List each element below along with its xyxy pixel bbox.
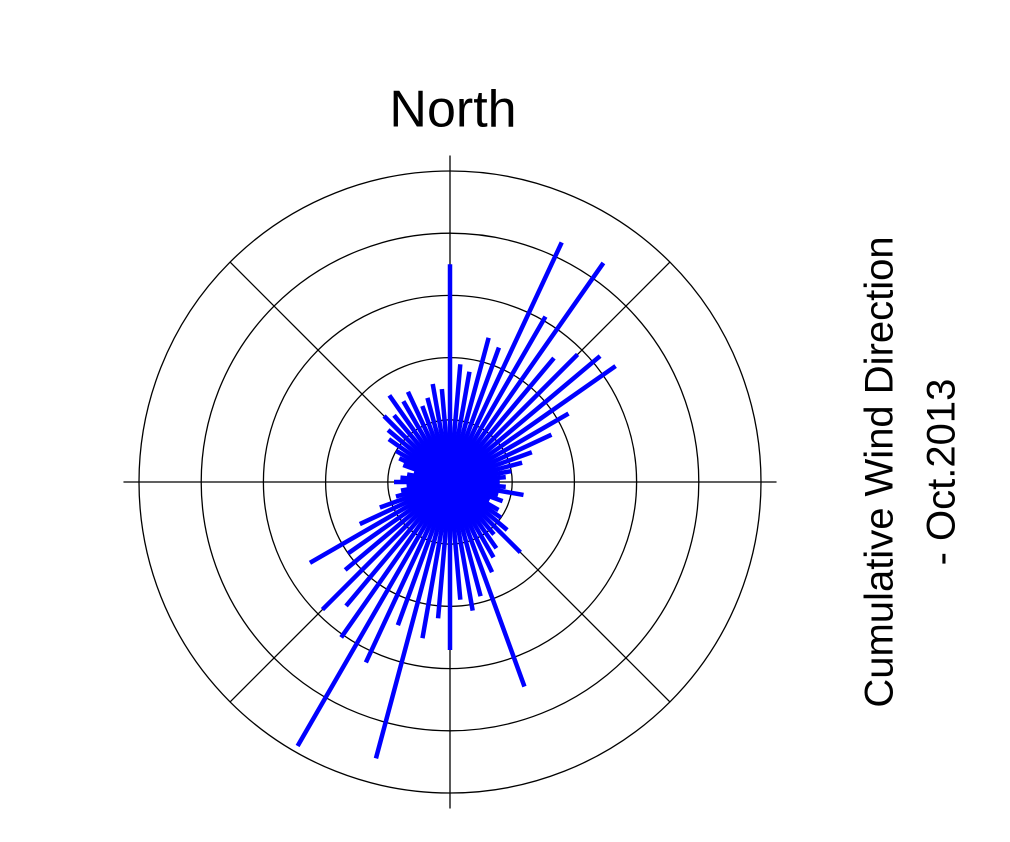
wind-spoke [439,388,453,483]
wind-spoke [448,354,602,484]
wind-spoke [320,480,452,612]
wind-spoke [448,315,548,484]
wind-spoke [447,481,527,688]
wind-spoke [420,481,453,639]
chart-title: North [389,81,516,139]
wind-spoke [363,481,453,664]
wind-spoke [448,356,556,484]
side-label: - Oct.2013 [920,379,964,566]
wind-spoke [339,480,452,639]
wind-spoke [295,480,452,748]
side-label: Cumulative Wind Direction [858,236,902,707]
wind-spoke [308,480,452,565]
wind-spoke [373,481,453,759]
wind-spoke [448,261,606,484]
wind-spoke [448,364,617,484]
wind-spoke [447,241,564,483]
wind-spoke [344,480,452,608]
wind-spoke [448,352,580,484]
